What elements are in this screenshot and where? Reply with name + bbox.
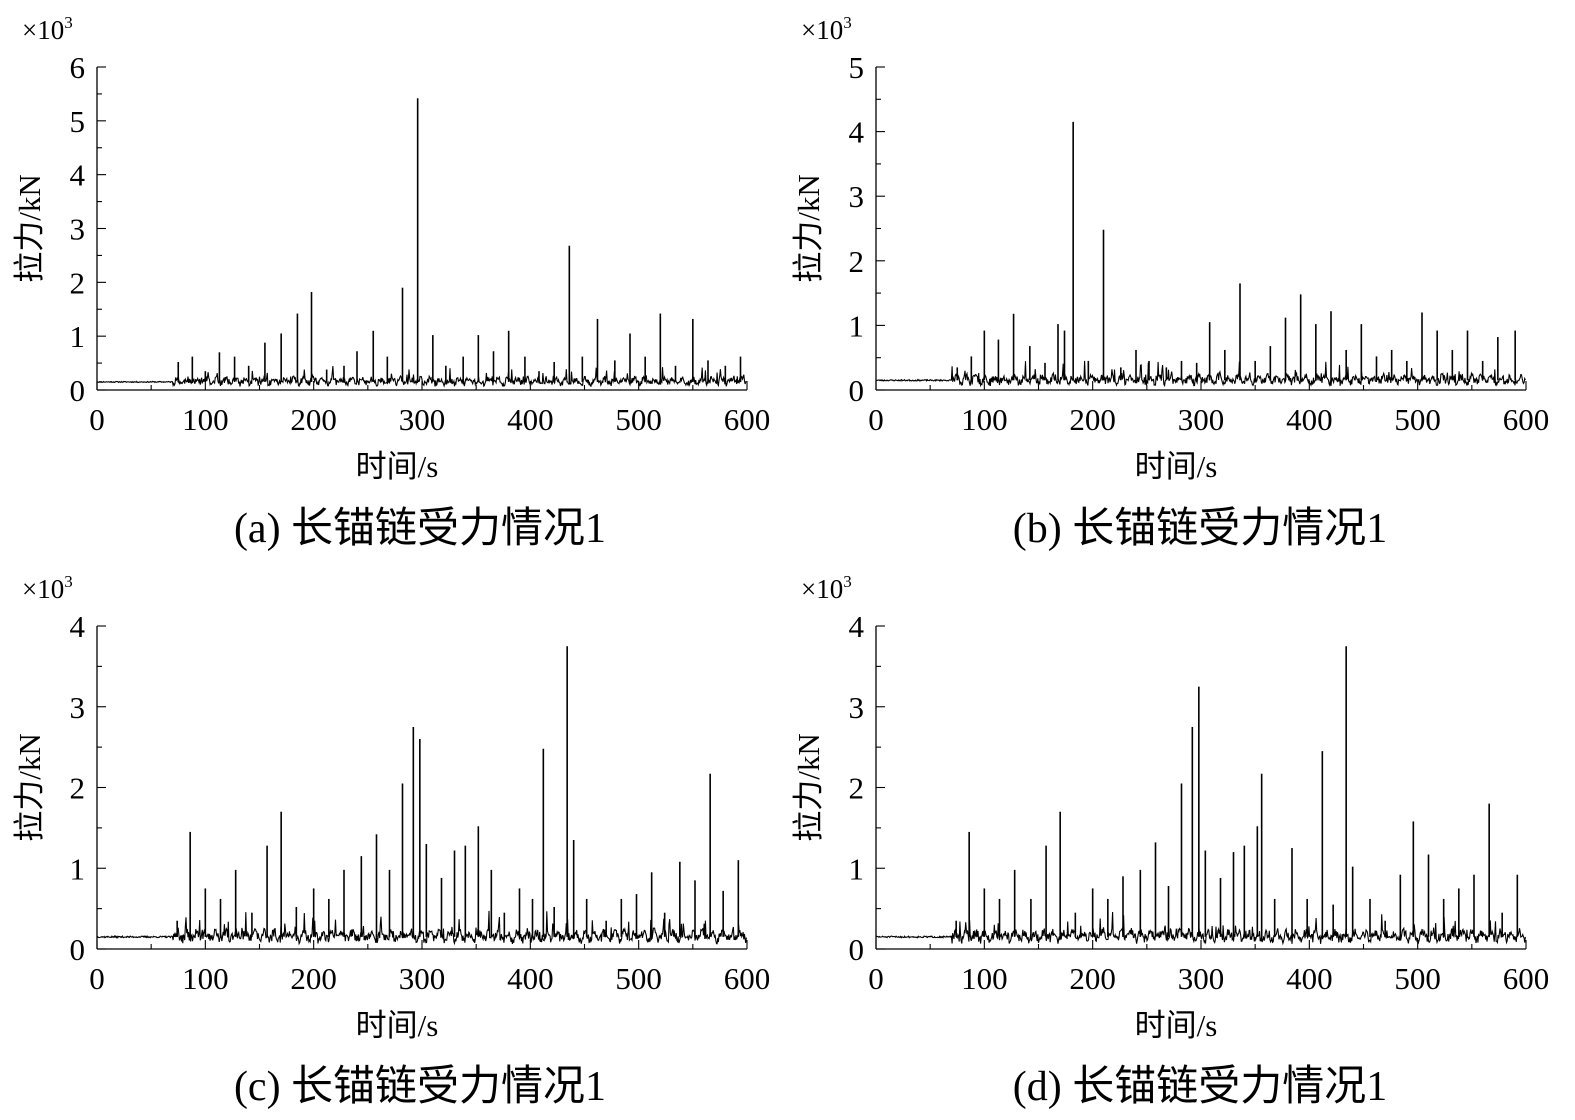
x-axis-title: 时间/s bbox=[1135, 1008, 1218, 1043]
y-tick-label: 2 bbox=[849, 244, 865, 279]
x-tick-label: 600 bbox=[724, 961, 771, 996]
y-multiplier-exponent: 3 bbox=[843, 572, 852, 591]
y-multiplier-base: ×10 bbox=[22, 574, 64, 604]
y-tick-label: 1 bbox=[70, 851, 86, 886]
y-multiplier-label: ×103 bbox=[801, 13, 852, 45]
y-multiplier-exponent: 3 bbox=[64, 572, 73, 591]
x-tick-label: 100 bbox=[961, 961, 1008, 996]
y-tick-label: 4 bbox=[70, 158, 86, 193]
y-tick-label: 2 bbox=[849, 771, 865, 806]
y-multiplier-exponent: 3 bbox=[843, 13, 852, 32]
y-multiplier-label: ×103 bbox=[22, 13, 73, 45]
y-tick-label: 3 bbox=[70, 690, 86, 725]
tension-baseline-line bbox=[96, 910, 747, 946]
panel-caption: (a) 长锚链受力情况1 bbox=[234, 506, 606, 552]
y-multiplier-exponent: 3 bbox=[64, 13, 73, 32]
y-tick-label: 6 bbox=[70, 50, 86, 85]
x-tick-label: 300 bbox=[1178, 961, 1225, 996]
y-tick-label: 3 bbox=[849, 179, 865, 214]
y-tick-label: 0 bbox=[70, 373, 86, 408]
x-tick-label: 100 bbox=[182, 961, 229, 996]
y-tick-label: 4 bbox=[70, 609, 86, 644]
x-tick-label: 300 bbox=[1178, 402, 1225, 437]
y-multiplier-base: ×10 bbox=[801, 574, 843, 604]
y-tick-label: 1 bbox=[849, 851, 865, 886]
x-tick-label: 0 bbox=[868, 402, 884, 437]
x-axis-title: 时间/s bbox=[1135, 449, 1218, 484]
y-tick-label: 2 bbox=[70, 265, 86, 300]
y-tick-label: 5 bbox=[70, 104, 86, 139]
y-tick-label: 3 bbox=[70, 212, 86, 247]
x-tick-label: 0 bbox=[868, 961, 884, 996]
y-tick-label: 1 bbox=[70, 319, 86, 354]
x-tick-label: 600 bbox=[1503, 402, 1550, 437]
y-tick-label: 0 bbox=[849, 373, 865, 408]
y-multiplier-base: ×10 bbox=[22, 15, 64, 45]
y-tick-label: 4 bbox=[849, 609, 865, 644]
x-tick-label: 0 bbox=[89, 961, 105, 996]
x-tick-label: 400 bbox=[507, 402, 554, 437]
x-tick-label: 500 bbox=[1394, 402, 1441, 437]
x-tick-label: 400 bbox=[507, 961, 554, 996]
x-tick-label: 500 bbox=[615, 961, 662, 996]
panel-caption: (d) 长锚链受力情况1 bbox=[1013, 1064, 1387, 1110]
x-tick-label: 400 bbox=[1286, 402, 1333, 437]
y-axis-title: 拉力/kN bbox=[791, 174, 826, 283]
x-tick-label: 200 bbox=[290, 961, 337, 996]
y-tick-label: 3 bbox=[849, 690, 865, 725]
y-tick-label: 0 bbox=[849, 932, 865, 967]
y-multiplier-base: ×10 bbox=[801, 15, 843, 45]
x-tick-label: 200 bbox=[290, 402, 337, 437]
x-tick-label: 400 bbox=[1286, 961, 1333, 996]
x-axis-title: 时间/s bbox=[356, 1008, 439, 1043]
x-tick-label: 300 bbox=[399, 402, 446, 437]
y-multiplier-label: ×103 bbox=[22, 572, 73, 604]
x-tick-label: 500 bbox=[1394, 961, 1441, 996]
x-tick-label: 100 bbox=[961, 402, 1008, 437]
y-tick-label: 4 bbox=[849, 115, 865, 150]
x-tick-label: 0 bbox=[89, 402, 105, 437]
y-tick-label: 0 bbox=[70, 932, 86, 967]
x-tick-label: 300 bbox=[399, 961, 446, 996]
y-axis-title: 拉力/kN bbox=[12, 174, 47, 283]
x-tick-label: 200 bbox=[1069, 402, 1116, 437]
y-multiplier-label: ×103 bbox=[801, 572, 852, 604]
x-tick-label: 600 bbox=[1503, 961, 1550, 996]
x-tick-label: 100 bbox=[182, 402, 229, 437]
x-axis-title: 时间/s bbox=[356, 449, 439, 484]
y-axis-title: 拉力/kN bbox=[12, 733, 47, 842]
y-tick-label: 2 bbox=[70, 771, 86, 806]
x-tick-label: 600 bbox=[724, 402, 771, 437]
x-tick-label: 200 bbox=[1069, 961, 1116, 996]
panel-caption: (b) 长锚链受力情况1 bbox=[1013, 506, 1387, 552]
panel-caption: (c) 长锚链受力情况1 bbox=[234, 1064, 606, 1110]
y-tick-label: 1 bbox=[849, 308, 865, 343]
y-tick-label: 5 bbox=[849, 50, 865, 85]
y-axis-title: 拉力/kN bbox=[791, 733, 826, 842]
x-tick-label: 500 bbox=[615, 402, 662, 437]
